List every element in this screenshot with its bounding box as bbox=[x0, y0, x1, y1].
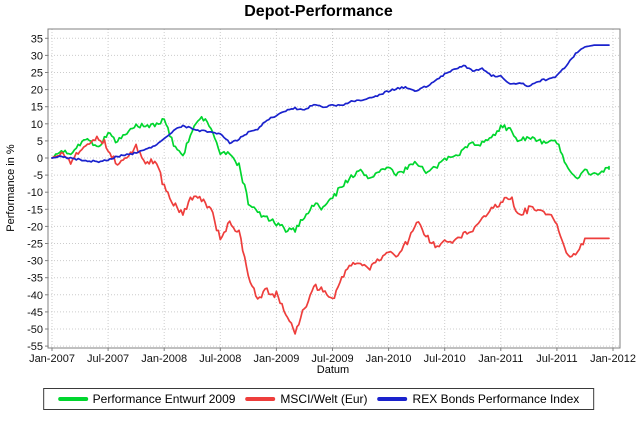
axis-tick-labels: 35 30 25 20 15 10 5 0 -5 -10 -15 -20 -25 -30 -35 -40 -45… bbox=[27, 33, 636, 365]
x-tick-label: Jul-2008 bbox=[199, 353, 241, 365]
y-tick-label: 35 bbox=[31, 33, 43, 45]
x-tick-label: Jan-2011 bbox=[478, 353, 523, 365]
legend-label: REX Bonds Performance Index bbox=[412, 392, 580, 406]
y-tick-label: 30 bbox=[31, 50, 43, 62]
y-tick-label: -50 bbox=[27, 324, 43, 336]
y-tick-label: 5 bbox=[37, 136, 43, 148]
y-tick-label: -15 bbox=[27, 204, 43, 216]
series-line-1 bbox=[51, 135, 610, 335]
legend-item-msci: MSCI/Welt (Eur) bbox=[245, 392, 368, 406]
legend: Performance Entwurf 2009 MSCI/Welt (Eur)… bbox=[42, 388, 595, 410]
legend-swatch-green bbox=[57, 397, 88, 401]
y-tick-label: -35 bbox=[27, 273, 43, 285]
legend-item-rex: REX Bonds Performance Index bbox=[377, 392, 580, 406]
legend-label: Performance Entwurf 2009 bbox=[92, 392, 236, 406]
y-tick-label: -5 bbox=[33, 170, 43, 182]
y-tick-label: 10 bbox=[31, 119, 43, 131]
series-line-0 bbox=[51, 115, 610, 233]
x-tick-label: Jan-2007 bbox=[29, 353, 75, 365]
legend-item-entwurf: Performance Entwurf 2009 bbox=[57, 392, 236, 406]
x-tick-label: Jul-2011 bbox=[536, 353, 577, 365]
y-tick-label: -40 bbox=[27, 290, 43, 302]
x-tick-label: Jul-2010 bbox=[424, 353, 466, 365]
plot-outline bbox=[47, 28, 621, 349]
y-tick-label: -25 bbox=[27, 239, 43, 251]
legend-swatch-red bbox=[245, 397, 276, 401]
x-axis-title: Datum bbox=[316, 364, 350, 376]
y-tick-label: 15 bbox=[31, 102, 43, 114]
x-tick-label: Jan-2012 bbox=[590, 353, 636, 365]
x-tick-label: Jan-2008 bbox=[141, 353, 187, 365]
y-tick-label: -20 bbox=[27, 221, 43, 233]
axis-ticks bbox=[45, 37, 614, 351]
chart-title: Depot-Performance bbox=[244, 3, 393, 20]
series-line-2 bbox=[51, 44, 610, 164]
legend-swatch-blue bbox=[377, 397, 408, 401]
y-tick-label: 20 bbox=[31, 85, 43, 97]
legend-label: MSCI/Welt (Eur) bbox=[280, 392, 368, 406]
x-tick-label: Jan-2010 bbox=[366, 353, 412, 365]
y-tick-label: -10 bbox=[27, 187, 43, 199]
series-lines bbox=[51, 44, 610, 335]
y-tick-label: -55 bbox=[27, 341, 43, 353]
plot-border bbox=[47, 28, 621, 349]
x-tick-label: Jan-2009 bbox=[253, 353, 299, 365]
x-tick-label: Jul-2007 bbox=[87, 353, 129, 365]
y-tick-label: 25 bbox=[31, 68, 43, 80]
gridlines bbox=[48, 29, 620, 348]
y-tick-label: -45 bbox=[27, 307, 43, 319]
y-tick-label: 0 bbox=[37, 153, 43, 165]
x-tick-label: Jul-2009 bbox=[311, 353, 353, 365]
y-tick-label: -30 bbox=[27, 256, 43, 268]
